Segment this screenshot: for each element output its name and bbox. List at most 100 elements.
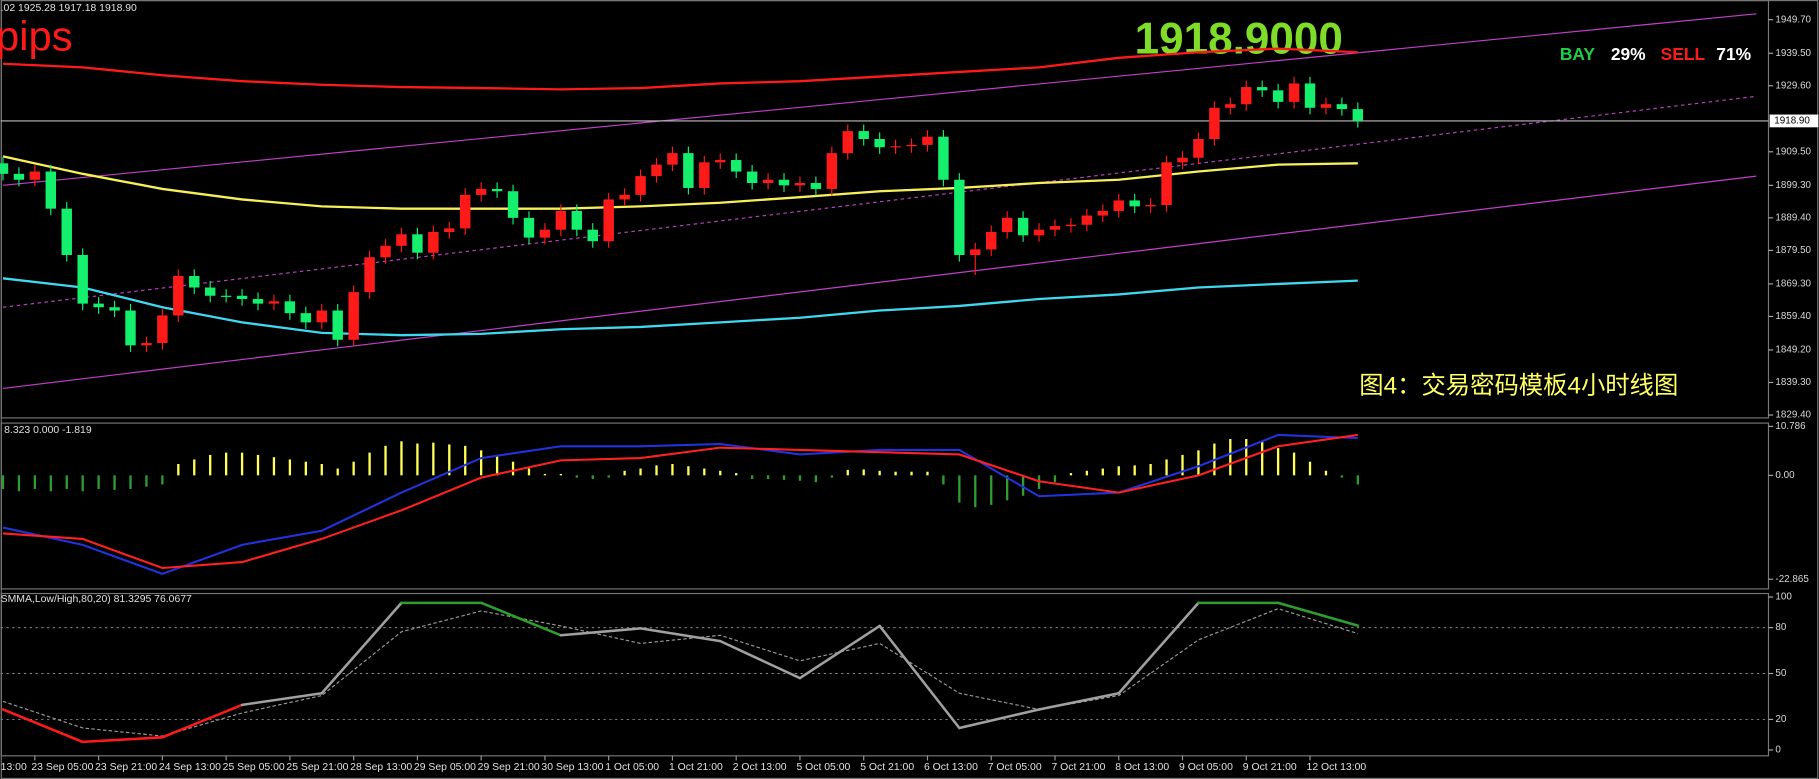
oscillator-segment — [479, 601, 563, 637]
x-tick-label: 24 Sep 13:00 — [159, 762, 221, 773]
candle-body — [1161, 162, 1172, 206]
moving-average — [2, 277, 1358, 337]
oscillator-segment — [1037, 691, 1121, 711]
oscillator-segment — [240, 691, 324, 707]
candle-body — [1177, 157, 1188, 163]
oscillator-panel — [0, 592, 1770, 757]
candle-body — [906, 144, 917, 147]
candle-body — [970, 249, 981, 255]
candle-body — [842, 131, 853, 154]
x-tick-label: 25 Sep 05:00 — [223, 762, 285, 773]
candle-body — [173, 276, 184, 316]
candle-body — [220, 295, 232, 297]
macd-line — [2, 433, 1358, 576]
x-tick-label: 30 Sep 13:00 — [541, 762, 603, 773]
candle-body — [1113, 200, 1124, 211]
candle-body — [555, 210, 567, 230]
candle-body — [794, 183, 806, 186]
bay-label: BAY — [1560, 44, 1595, 64]
oscillator-segment — [559, 627, 642, 637]
candle-body — [412, 234, 423, 253]
candle-body — [587, 229, 598, 242]
y-tick-label: 80 — [1775, 622, 1786, 633]
candle-body — [189, 276, 200, 288]
annotation: 图4：交易密码模板4小时线图 — [1359, 373, 1678, 400]
x-tick-label: 5 Oct 21:00 — [860, 762, 914, 773]
candle-body — [1033, 229, 1045, 236]
candle-body — [0, 163, 9, 174]
current-price-label: 1918.90 — [1774, 116, 1810, 127]
candle-body — [380, 245, 391, 258]
x-tick-label: 7 Oct 21:00 — [1052, 762, 1106, 773]
candle-body — [460, 194, 471, 229]
candle-body — [715, 160, 726, 163]
y-tick-label: 1879.50 — [1775, 245, 1811, 256]
moving-average — [2, 47, 1358, 91]
macd-line — [2, 433, 1358, 570]
y-tick-label: 1889.40 — [1775, 212, 1811, 223]
candle-body — [1017, 217, 1029, 236]
candle-body — [603, 199, 614, 242]
channel-line — [2, 175, 1757, 389]
sell-value: 71% — [1716, 44, 1751, 64]
current-price-box — [1769, 114, 1819, 128]
candle-body — [507, 191, 519, 218]
oscillator-segment — [958, 708, 1041, 730]
x-tick-label: 25 Sep 21:00 — [286, 762, 348, 773]
y-tick-label: 10.786 — [1775, 421, 1806, 432]
candle-body — [1129, 200, 1140, 207]
candle-body — [1097, 210, 1109, 216]
candle-body — [1209, 107, 1220, 139]
y-tick-label: 1859.40 — [1775, 311, 1811, 322]
candle-body — [1241, 87, 1252, 105]
y-tick-label: 50 — [1775, 668, 1786, 679]
x-tick-label: 29 Sep 21:00 — [478, 762, 540, 773]
y-tick-label: 20 — [1775, 714, 1786, 725]
candle-body — [1081, 215, 1093, 225]
moving-average — [2, 155, 1358, 210]
y-tick-label: 1829.40 — [1775, 410, 1811, 421]
y-tick-label: 1849.20 — [1775, 345, 1811, 356]
candle-body — [1256, 87, 1268, 91]
candle-body — [1352, 109, 1364, 121]
candle-body — [141, 343, 152, 346]
price-header: .02 1925.28 1917.18 1918.90 — [1, 3, 137, 14]
candle-body — [475, 188, 487, 195]
y-tick-label: -22.865 — [1775, 574, 1809, 585]
x-tick-label: 29 Sep 05:00 — [414, 762, 476, 773]
candle-body — [284, 301, 296, 314]
candle-body — [651, 164, 662, 177]
candle-body — [1320, 104, 1332, 108]
y-tick-label: 1949.70 — [1775, 14, 1811, 25]
x-tick-label: 28 Sep 13:00 — [350, 762, 412, 773]
bay-value: 29% — [1611, 44, 1646, 64]
candle-body — [268, 301, 280, 304]
candle-body — [1001, 217, 1013, 232]
oscillator-header: SMMA,Low/High,80,20) 81.3295 76.0677 — [1, 594, 192, 605]
candle-body — [986, 231, 997, 250]
candle-body — [125, 310, 136, 346]
macd-panel — [0, 422, 1770, 590]
candle-body — [396, 234, 407, 246]
oscillator-segment — [320, 601, 403, 695]
candle-body — [332, 310, 343, 340]
oscillator-segment — [878, 624, 961, 730]
candle-body — [428, 231, 439, 253]
candle-body — [619, 194, 630, 200]
x-edge-label: 13:00 — [1, 762, 27, 773]
candle-body — [683, 153, 694, 188]
macd-header: 8.323 0.000 -1.819 — [4, 425, 92, 436]
oscillator-segment — [161, 703, 244, 739]
oscillator-segment — [81, 736, 164, 744]
y-tick-label: 1929.60 — [1775, 80, 1811, 91]
price-display: 1918.9000 — [1135, 14, 1343, 63]
candle-body — [93, 303, 104, 308]
y-tick-label: 1899.30 — [1775, 180, 1811, 191]
sell-label: SELL — [1661, 44, 1706, 64]
x-tick-label: 9 Oct 21:00 — [1243, 762, 1297, 773]
candle-body — [300, 313, 312, 323]
candle-body — [810, 183, 822, 189]
candle-body — [890, 146, 901, 148]
candle-body — [1145, 205, 1156, 207]
